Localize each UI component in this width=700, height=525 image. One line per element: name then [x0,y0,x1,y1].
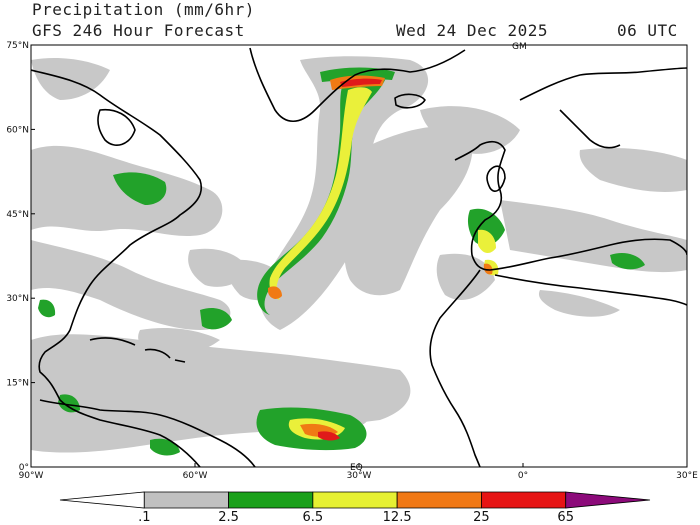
colorbar-label: 12.5 [382,510,412,525]
colorbar-segment [143,491,229,509]
colorbar-label: 65 [557,510,574,525]
latitude-axis: 75°N 60°N 45°N 30°N 15°N 0° [6,41,35,473]
greenwich-marker: GM [512,42,527,52]
forecast-date: Wed 24 Dec 2025 [396,21,548,40]
colorbar-label: .1 [138,510,151,525]
lat-tick-label: 30°N [6,294,29,304]
equator-marker: EQ [350,463,363,473]
colorbar-segment [481,491,567,509]
lat-tick-label: 45°N [6,210,29,220]
lon-tick-label: 30°E [676,471,698,481]
lon-tick-label: 90°W [19,471,44,481]
colorbar-segment [565,491,651,509]
lon-tick-label: 30°W [347,471,372,481]
scandinavia-coast [519,67,687,149]
longitude-axis: 90°W 60°W 30°W 0° 30°E [19,463,698,481]
colorbar [59,491,651,509]
hudson-bay [97,108,136,146]
africa-interior-edge [494,274,687,306]
british-isles [486,165,506,192]
map-title: Precipitation (mm/6hr) [32,0,255,19]
lat-tick-label: 0° [19,463,29,473]
colorbar-segment [312,491,398,509]
africa-coast [429,269,481,467]
coastlines [31,47,687,467]
forecast-subtitle: GFS 246 Hour Forecast [32,21,245,40]
colorbar-segment [59,491,145,509]
europe-coast [454,140,687,271]
colorbar-segment [396,491,482,509]
caribbean-islands [89,337,186,363]
colorbar-label: 6.5 [302,510,324,525]
colorbar-segment [228,491,314,509]
greenland-coast [249,47,466,123]
south-america-coast [39,399,256,467]
north-america-coast [31,69,202,467]
lat-tick-label: 60°N [6,125,29,135]
forecast-time: 06 UTC [617,21,678,40]
extreme-precip-layer [318,78,382,441]
colorbar-label: 2.5 [218,510,239,525]
lat-tick-label: 15°N [6,379,29,389]
lon-tick-label: 0° [518,471,528,481]
iceland [394,93,426,109]
lat-tick-label: 75°N [6,41,29,51]
colorbar-label: 25 [473,510,490,525]
lon-tick-label: 60°W [183,471,208,481]
